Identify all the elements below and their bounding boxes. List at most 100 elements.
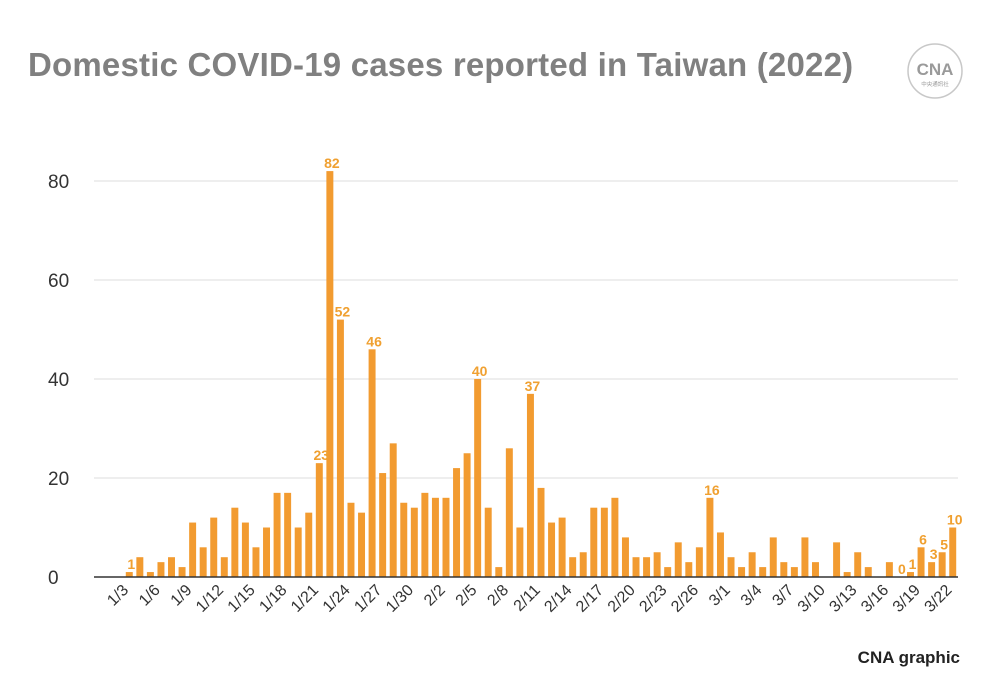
bar-1-10 <box>199 547 207 577</box>
x-tick-label: 2/8 <box>484 582 512 610</box>
data-label: 10 <box>947 512 963 528</box>
x-tick-label: 2/17 <box>573 582 607 616</box>
bar-1-30 <box>410 507 418 577</box>
y-tick-label: 60 <box>48 271 69 292</box>
y-tick-label: 80 <box>48 172 69 193</box>
x-tick-label: 1/27 <box>351 582 385 616</box>
bar-1-14 <box>241 522 249 577</box>
x-tick-label: 2/11 <box>511 582 544 615</box>
x-tick-label: 3/7 <box>769 582 797 610</box>
x-tick-label: 2/5 <box>453 582 481 610</box>
bar-2-14 <box>569 557 577 577</box>
bar-1-15 <box>252 547 260 577</box>
bar-1-18 <box>284 492 292 577</box>
credit-text: CNA graphic <box>857 648 960 667</box>
bar-1-12 <box>220 557 228 577</box>
bar-1-16 <box>263 527 271 577</box>
bar-2-27 <box>706 497 714 577</box>
bar-1-25 <box>358 512 366 577</box>
bar-2-8 <box>505 448 513 577</box>
x-tick-label: 1/9 <box>168 582 196 610</box>
bar-3-16 <box>885 562 893 577</box>
bar-2-25 <box>685 562 693 577</box>
bar-3-3 <box>748 552 756 577</box>
bar-2-1 <box>431 497 439 577</box>
bar-3-18 <box>907 572 914 577</box>
bar-3-5 <box>769 537 777 577</box>
data-label: 52 <box>335 304 351 320</box>
bar-3-21 <box>938 552 946 577</box>
bar-2-18 <box>611 497 619 577</box>
x-tick-label: 1/24 <box>320 582 354 616</box>
bar-1-22 <box>326 171 334 577</box>
bar-1-29 <box>400 502 408 577</box>
bar-3-14 <box>864 567 872 577</box>
bar-1-26 <box>368 349 376 577</box>
bar-2-10 <box>526 393 534 577</box>
x-tick-label: 3/13 <box>826 582 860 616</box>
bar-2-5 <box>474 379 482 577</box>
bar-1-28 <box>389 443 397 577</box>
x-tick-label: 3/10 <box>795 582 829 616</box>
x-tick-label: 3/4 <box>738 582 766 610</box>
y-axis: 0 20 40 60 80 <box>48 172 69 589</box>
bar-1-8 <box>178 567 186 577</box>
bar-3-8 <box>801 537 809 577</box>
bar-2-19 <box>621 537 629 577</box>
x-tick-label: 2/2 <box>421 582 449 610</box>
bar-3-19 <box>917 547 925 577</box>
bar-3-6 <box>780 562 788 577</box>
x-tick-label: 2/26 <box>668 582 702 616</box>
x-tick-label: 2/14 <box>541 582 575 616</box>
bar-2-11 <box>537 487 545 577</box>
bar-2-23 <box>664 567 672 577</box>
chart-title: Domestic COVID-19 cases reported in Taiw… <box>28 46 854 83</box>
data-label: 16 <box>704 482 720 498</box>
y-tick-label: 0 <box>48 568 59 589</box>
data-label: 1 <box>127 556 135 572</box>
bar-2-22 <box>653 552 661 577</box>
bar-2-28 <box>716 532 724 577</box>
bar-1-5 <box>146 572 154 577</box>
data-label: 6 <box>919 531 927 547</box>
bar-2-26 <box>695 547 703 577</box>
bar-3-2 <box>738 567 746 577</box>
x-tick-label: 3/19 <box>890 582 924 616</box>
bar-2-6 <box>484 507 492 577</box>
x-tick-label: 1/6 <box>136 582 164 610</box>
bar-2-15 <box>579 552 587 577</box>
bars <box>125 171 957 577</box>
x-tick-label: 1/21 <box>288 582 322 616</box>
data-label: 23 <box>314 447 330 463</box>
y-tick-label: 40 <box>48 370 69 391</box>
bar-2-20 <box>632 557 640 577</box>
data-label: 0 <box>898 561 906 577</box>
x-axis: 1/3 1/6 1/91/121/151/181/211/241/271/30 2/2… <box>94 576 958 616</box>
bar-2-24 <box>674 542 682 577</box>
bar-2-2 <box>442 497 450 577</box>
bar-2-3 <box>453 468 461 577</box>
y-tick-label: 20 <box>48 469 69 490</box>
bar-3-4 <box>759 567 767 577</box>
bar-1-17 <box>273 492 281 577</box>
bar-3-20 <box>928 562 936 577</box>
bar-3-1 <box>727 557 735 577</box>
x-tick-label: 3/1 <box>706 582 734 610</box>
bar-2-21 <box>643 557 651 577</box>
bar-1-21 <box>315 463 323 577</box>
logo-subtext: 中央通訊社 <box>921 80 949 88</box>
bar-3-11 <box>833 542 841 577</box>
data-label: 40 <box>472 363 488 379</box>
bar-1-27 <box>379 473 387 577</box>
cna-logo-icon: CNA 中央通訊社 <box>907 43 963 99</box>
bar-1-24 <box>347 502 355 577</box>
bar-3-7 <box>790 567 798 577</box>
data-label: 1 <box>909 556 917 572</box>
x-tick-label: 1/3 <box>104 582 132 610</box>
bar-2-12 <box>548 522 556 577</box>
data-label: 3 <box>930 546 938 562</box>
logo-text: CNA <box>917 60 954 79</box>
bar-1-6 <box>157 562 165 577</box>
data-label: 46 <box>366 333 382 349</box>
